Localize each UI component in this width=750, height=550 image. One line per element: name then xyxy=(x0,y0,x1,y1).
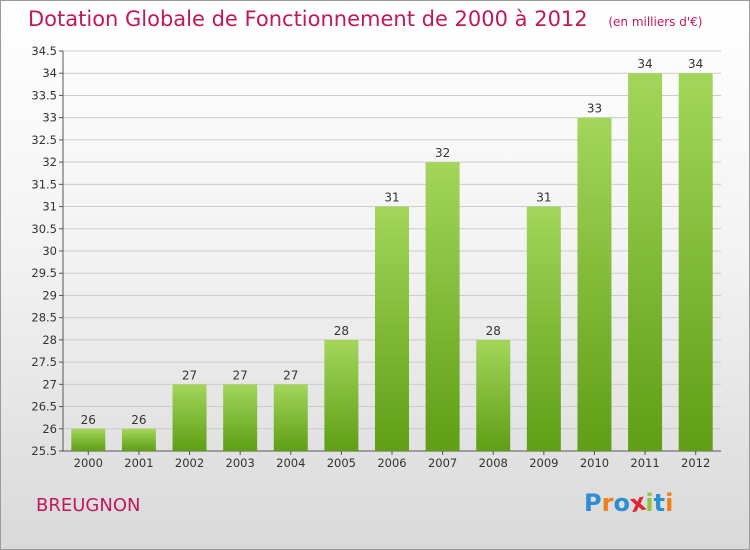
chart-title-text: Dotation Globale de Fonctionnement de 20… xyxy=(28,7,588,31)
y-tick-label: 32 xyxy=(42,155,57,169)
x-tick-label: 2003 xyxy=(226,456,255,470)
y-tick-label: 31.5 xyxy=(31,177,57,191)
proxiti-logo[interactable]: Proxiti xyxy=(584,488,674,519)
labels: 26 2000 26 2001 27 2002 27 2003 27 2004 28 2005 31 20… xyxy=(74,57,711,470)
x-tick-label: 2008 xyxy=(479,456,508,470)
chart-title: Dotation Globale de Fonctionnement de 20… xyxy=(28,7,702,31)
bar-2002 xyxy=(172,384,207,451)
bar-2006 xyxy=(375,206,409,451)
axes: 25.5 26 26.5 27 27.5 28 28.5 29 29.5 30 30.5 31 31.5… xyxy=(31,44,721,458)
x-tick-label: 2004 xyxy=(276,456,305,470)
bar-value-label: 31 xyxy=(384,191,399,205)
x-tick-label: 2012 xyxy=(681,456,710,470)
y-tick-label: 26 xyxy=(42,422,57,436)
logo-letter: P xyxy=(584,489,602,517)
logo-letter: t xyxy=(653,489,666,517)
bar-2000 xyxy=(71,428,106,451)
commune-name: BREUGNON xyxy=(36,495,141,516)
bar-value-label: 33 xyxy=(587,102,602,116)
y-tick-label: 27.5 xyxy=(31,355,57,369)
bar-value-label: 31 xyxy=(536,191,551,205)
x-tick-label: 2011 xyxy=(630,456,659,470)
logo-letter: o xyxy=(613,489,630,517)
y-tick-label: 30 xyxy=(42,244,57,258)
y-tick-label: 31 xyxy=(42,200,57,214)
x-tick-label: 2006 xyxy=(377,456,406,470)
chart-unit: (en milliers d'€) xyxy=(608,15,703,29)
bars xyxy=(71,73,713,452)
y-tick-label: 29.5 xyxy=(31,266,57,280)
logo-letter: i xyxy=(665,489,674,517)
y-tick-label: 27 xyxy=(42,377,57,391)
bar-2007 xyxy=(425,162,460,451)
bar-2010 xyxy=(577,117,612,452)
bar-value-label: 34 xyxy=(637,57,652,71)
bar-value-label: 27 xyxy=(233,368,248,382)
y-tick-label: 25.5 xyxy=(31,444,57,458)
bar-value-label: 28 xyxy=(486,324,501,338)
bar-2003 xyxy=(223,384,258,451)
bar-2004 xyxy=(273,384,308,451)
y-tick-label: 34 xyxy=(42,66,57,80)
bar-value-label: 32 xyxy=(435,146,450,160)
y-tick-label: 30.5 xyxy=(31,222,57,236)
x-tick-label: 2002 xyxy=(175,456,204,470)
y-tick-label: 33.5 xyxy=(31,88,57,102)
bar-value-label: 27 xyxy=(283,368,298,382)
bar-2001 xyxy=(121,428,156,451)
x-tick-label: 2001 xyxy=(124,456,153,470)
y-tick-label: 33 xyxy=(42,111,57,125)
bar-2012 xyxy=(678,73,713,451)
y-tick-label: 34.5 xyxy=(31,44,57,58)
bar-2011 xyxy=(628,73,663,451)
bar-2005 xyxy=(324,339,359,451)
x-tick-label: 2000 xyxy=(74,456,103,470)
y-tick-label: 28 xyxy=(42,333,57,347)
bar-value-label: 26 xyxy=(131,413,146,427)
x-tick-label: 2010 xyxy=(580,456,609,470)
y-tick-label: 29 xyxy=(42,288,57,302)
bar-value-label: 26 xyxy=(81,413,96,427)
y-tick-label: 28.5 xyxy=(31,311,57,325)
x-tick-label: 2007 xyxy=(428,456,457,470)
bar-2008 xyxy=(476,339,511,451)
bar-2009 xyxy=(526,206,561,451)
logo-letter: r xyxy=(601,489,614,517)
y-tick-label: 26.5 xyxy=(31,400,57,414)
x-tick-label: 2005 xyxy=(327,456,356,470)
x-tick-label: 2009 xyxy=(529,456,558,470)
bar-value-label: 28 xyxy=(334,324,349,338)
logo-letter: i xyxy=(645,489,654,517)
bar-value-label: 27 xyxy=(182,368,197,382)
bar-value-label: 34 xyxy=(688,57,703,71)
y-tick-label: 32.5 xyxy=(31,133,57,147)
